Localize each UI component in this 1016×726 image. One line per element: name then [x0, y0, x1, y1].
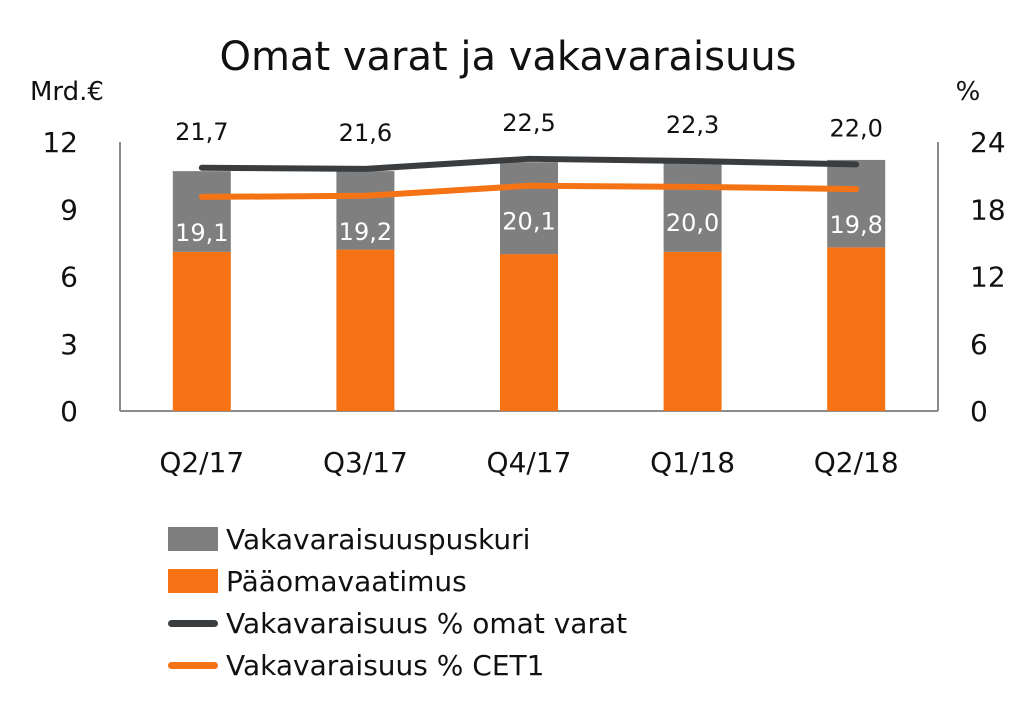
data-label-omat-varat: 21,7 [175, 118, 228, 146]
legend-swatch-requirement [168, 569, 218, 593]
left-axis-unit: Mrd.€ [30, 77, 104, 107]
left-tick-label: 6 [60, 261, 78, 294]
bar-vakavaraisuuspuskuri [172, 171, 231, 252]
right-axis-unit: % [956, 77, 981, 107]
category-label: Q4/17 [487, 446, 572, 479]
legend-item-omat-varat: Vakavaraisuus % omat varat [168, 602, 627, 644]
bar-paaomavaatimus [500, 254, 558, 411]
data-label-omat-varat: 21,6 [339, 119, 392, 147]
bar-paaomavaatimus [172, 251, 231, 411]
left-tick-label: 0 [60, 395, 78, 428]
line-cet1 [198, 182, 860, 200]
bar-vakavaraisuuspuskuri [336, 171, 395, 250]
line-omat-varat [198, 155, 860, 172]
legend-item-paaomavaatimus: Pääomavaatimus [168, 560, 627, 602]
data-label-cet1: 20,1 [502, 208, 555, 236]
legend-swatch-buffer [168, 527, 218, 551]
data-label-omat-varat: 22,3 [666, 111, 719, 139]
legend-item-cet1: Vakavaraisuus % CET1 [168, 644, 627, 686]
left-tick-label: 12 [42, 126, 78, 159]
bar-paaomavaatimus [663, 251, 722, 411]
legend-item-vakavaraisuuspuskuri: Vakavaraisuuspuskuri [168, 518, 627, 560]
plot-area: 0 3 6 9 12 0 6 12 18 24 Q2/17 Q3/17 Q4/17 Q1/18 Q2/18 2… [42, 109, 1005, 479]
bar-vakavaraisuuspuskuri [663, 162, 722, 252]
legend: Vakavaraisuuspuskuri Pääomavaatimus Vaka… [168, 518, 627, 686]
data-label-omat-varat: 22,5 [502, 109, 555, 137]
right-tick-label: 0 [970, 395, 988, 428]
bar-vakavaraisuuspuskuri [500, 162, 558, 255]
data-label-cet1: 19,2 [339, 218, 392, 246]
category-label: Q2/17 [159, 446, 244, 479]
category-label: Q3/17 [323, 446, 408, 479]
right-tick-label: 18 [970, 193, 1006, 226]
data-label-cet1: 19,8 [829, 211, 882, 239]
legend-label: Vakavaraisuus % CET1 [226, 648, 545, 682]
right-tick-label: 6 [970, 328, 988, 361]
right-tick-label: 12 [970, 261, 1006, 294]
right-tick-label: 24 [970, 126, 1006, 159]
category-label: Q2/18 [814, 446, 899, 479]
data-label-cet1: 19,1 [175, 219, 228, 247]
chart-title: Omat varat ja vakavaraisuus [219, 34, 796, 80]
bar-paaomavaatimus [336, 249, 395, 411]
data-label-omat-varat: 22,0 [829, 114, 882, 142]
bar-vakavaraisuuspuskuri [827, 159, 886, 248]
data-label-cet1: 20,0 [666, 209, 719, 237]
legend-label: Vakavaraisuuspuskuri [226, 522, 531, 556]
category-label: Q1/18 [650, 446, 735, 479]
bar-paaomavaatimus [827, 247, 886, 411]
legend-label: Vakavaraisuus % omat varat [226, 606, 628, 640]
left-tick-label: 9 [60, 193, 78, 226]
left-tick-label: 3 [60, 328, 78, 361]
legend-swatch-cet1-line [168, 661, 218, 669]
legend-swatch-own-funds-line [168, 619, 218, 627]
legend-label: Pääomavaatimus [226, 564, 467, 598]
